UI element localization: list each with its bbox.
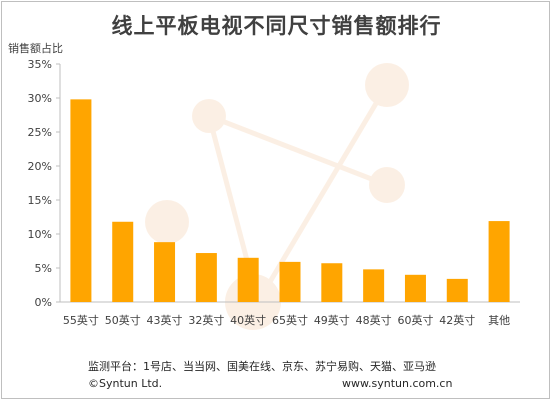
x-tick-label: 65英寸 [272, 313, 308, 327]
bar [195, 253, 217, 302]
source-note: 监测平台：1号店、当当网、国美在线、京东、苏宁易购、天猫、亚马逊 [88, 360, 436, 373]
chart-title: 线上平板电视不同尺寸销售额排行 [111, 14, 442, 38]
y-tick-label: 30% [28, 92, 52, 105]
bar [321, 263, 343, 302]
y-tick-label: 35% [28, 58, 52, 71]
x-tick-label: 其他 [488, 314, 510, 327]
x-tick-labels: 55英寸 50英寸 43英寸 32英寸 40英寸 65英寸 49英寸 48英寸 60英寸 42英寸… [63, 313, 510, 327]
x-tick-label: 48英寸 [356, 313, 392, 327]
y-axis-label: 销售额占比 [8, 42, 63, 55]
x-tick-label: 60英寸 [397, 313, 433, 327]
website: www.syntun.com.cn [342, 377, 453, 390]
y-tick-label: 20% [28, 160, 52, 173]
x-tick-label: 32英寸 [188, 313, 224, 327]
x-tick-label: 42英寸 [439, 313, 475, 327]
copyright: ©Syntun Ltd. [88, 377, 163, 390]
x-tick-label: 40英寸 [230, 313, 266, 327]
y-tick-label: 25% [28, 126, 52, 139]
bar [237, 257, 259, 302]
y-tick-label: 15% [28, 194, 52, 207]
watermark-logo [145, 63, 409, 330]
bar [154, 242, 176, 302]
bar [488, 221, 510, 302]
bar [70, 99, 92, 302]
y-tick-labels: 0% 5% 10% 15% 20% 25% 30% 35% [28, 58, 60, 309]
bar [363, 269, 385, 302]
bar [279, 261, 301, 302]
x-tick-label: 43英寸 [147, 313, 183, 327]
x-tick-label: 55英寸 [63, 313, 99, 327]
bar [446, 278, 468, 302]
y-tick-label: 5% [35, 262, 52, 275]
y-tick-label: 0% [35, 296, 52, 309]
bar [404, 274, 426, 302]
y-tick-label: 10% [28, 228, 52, 241]
bar [112, 221, 134, 302]
bars [70, 99, 510, 302]
x-tick-label: 49英寸 [314, 313, 350, 327]
x-tick-label: 50英寸 [105, 313, 141, 327]
